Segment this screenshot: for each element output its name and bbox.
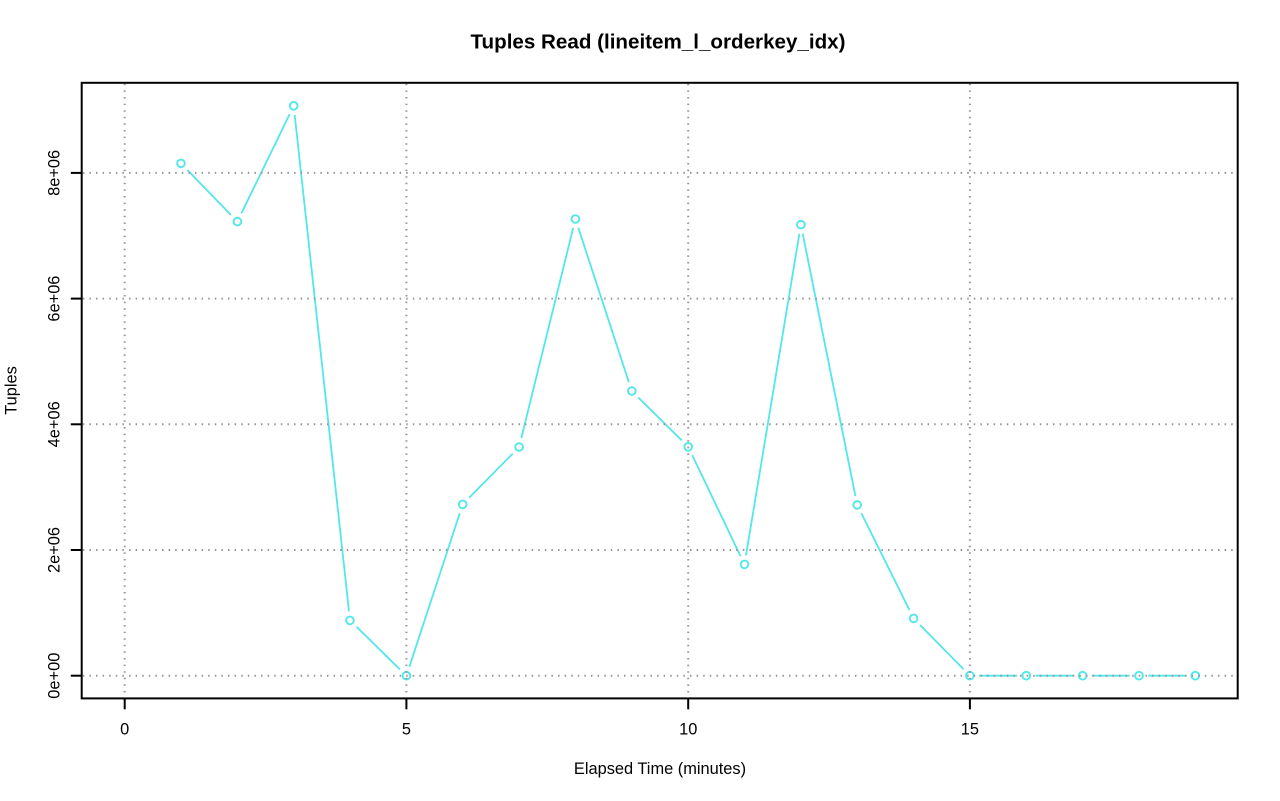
svg-text:10: 10 [679, 721, 697, 739]
svg-text:6e+06: 6e+06 [46, 276, 64, 322]
svg-text:0: 0 [120, 721, 129, 739]
svg-text:8e+06: 8e+06 [46, 150, 64, 196]
svg-text:4e+06: 4e+06 [46, 401, 64, 447]
svg-text:2e+06: 2e+06 [46, 527, 64, 573]
svg-text:Tuples Read (lineitem_l_orderk: Tuples Read (lineitem_l_orderkey_idx) [470, 30, 845, 53]
svg-text:Elapsed Time (minutes): Elapsed Time (minutes) [574, 760, 746, 778]
svg-text:0e+00: 0e+00 [46, 653, 64, 699]
svg-text:Tuples: Tuples [3, 366, 21, 415]
svg-text:15: 15 [961, 721, 979, 739]
svg-text:5: 5 [402, 721, 411, 739]
